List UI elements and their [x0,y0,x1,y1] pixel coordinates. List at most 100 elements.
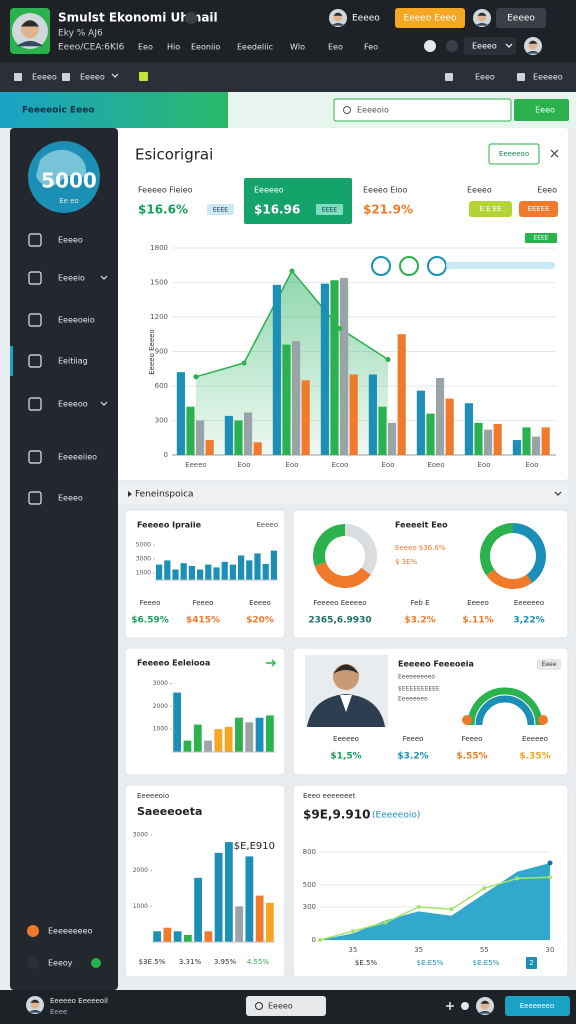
kpi-value: $16.6% [138,203,188,217]
avatar-hair [477,12,487,16]
donut-segment [480,523,514,576]
sidebar-footer-item[interactable]: Eeeoy [48,959,73,968]
dropdown[interactable] [464,37,516,55]
slider[interactable] [446,262,555,269]
kpi-label: Eeeeeo [254,186,284,195]
stat-value: $E.5% [355,959,378,967]
bar [180,563,187,580]
x-tick-label: Eoo [382,461,395,469]
bar [245,722,254,752]
photo-shirt [340,695,352,712]
menu-button[interactable] [496,8,546,28]
app-title: Smulst Ekonomi Uhmail [58,11,218,25]
nav-item[interactable]: Eeoniio [191,43,220,52]
badge [537,659,561,670]
toolbar-item[interactable]: Eeeeo [80,73,105,82]
footer-search[interactable] [246,996,326,1016]
toolbar-icon [62,73,70,81]
bar [186,406,195,455]
sidebar-item[interactable]: Eeeeoeio [58,316,95,325]
header-button[interactable] [395,8,465,28]
avatar-hair [528,40,538,44]
tag-label: EEEEE [527,205,549,213]
donut-segment [314,561,371,588]
bar [155,564,163,580]
x-tick-label: Eoo [526,461,539,469]
avatar-hair [30,999,40,1003]
sidebar-item[interactable]: Eeeeo [58,236,83,245]
stat-label: Eeeeo [249,599,271,607]
stat-value: $.11% [462,616,493,626]
y-tick-label: 3000 [136,556,151,563]
chart-control[interactable] [427,256,447,276]
card-title: Feeeeo Ipraiie [137,521,202,530]
bar [368,374,377,455]
bar [213,567,220,580]
y-tick-label: 0 [312,936,316,944]
x-tick-label: Eoo [286,461,299,469]
sidebar-item[interactable]: Eeeeoo [58,400,88,409]
expand-icon [128,491,132,497]
y-tick-label: 3000 [133,832,148,839]
card-title: Eeeeeoio [137,792,169,800]
stat-label: Eeeeeo [522,735,548,743]
sidebar-item[interactable]: Eeeeeiieo [58,453,97,462]
footer-button[interactable] [505,996,570,1016]
avatar-body [526,50,540,54]
kpi-tag [519,201,558,217]
kpi-badge [316,204,343,215]
nav-item[interactable]: Eeo [138,43,153,52]
plus-icon[interactable] [446,1002,454,1010]
nav-item[interactable]: Feo [364,43,378,52]
bar [270,550,278,580]
chevron-icon [554,491,562,496]
chevron-icon [100,401,108,406]
stat-value: $E.E5% [473,959,500,967]
toolbar-icon [517,73,525,81]
nav-item[interactable]: Wlo [290,43,305,52]
sidebar-item[interactable]: Eeeeio [58,274,85,283]
nav-item[interactable]: Eeo [328,43,343,52]
card-button[interactable] [488,143,540,165]
x-tick-label: Eoo [478,461,491,469]
card-action[interactable]: Eeeeo [256,521,278,529]
toolbar-item[interactable]: Eeeeeo [533,73,563,82]
icon[interactable] [446,40,458,52]
sidebar-footer-item[interactable]: Eeeeeeeeo [48,927,93,936]
card-subtitle: Saeeeoeta [137,805,202,818]
menu-icon [28,354,42,368]
bar [474,422,483,455]
sidebar-item[interactable]: Eeitiiag [58,357,88,366]
chart-control[interactable] [371,256,391,276]
toolbar-item[interactable]: Eeeo [475,73,495,82]
close-icon[interactable] [550,149,559,158]
bar [445,398,454,455]
search-icon [255,1002,263,1010]
icon[interactable] [424,40,436,52]
card-title: Eeeeeo Feeeoeia [398,660,474,669]
search-box[interactable] [333,98,512,122]
chart-control[interactable] [399,256,419,276]
line-point [416,905,421,909]
bar [493,423,502,455]
banner-button[interactable] [514,99,569,121]
nav-item[interactable]: Hio [167,43,180,52]
bar [253,442,262,455]
kpi-value: $21.9% [363,203,413,217]
status-dot [91,958,101,968]
icon[interactable] [461,1002,469,1010]
y-tick-label: 1000 [153,726,168,733]
stat-value: $20% [246,616,274,626]
sidebar-item[interactable]: Eeeeo [58,494,83,503]
badge-label: EEEE [213,207,228,214]
section-bar [118,484,568,504]
y-tick-label: 600 [155,382,168,390]
footer-name: Eeeeeo Eeeeeoil [50,997,108,1005]
toolbar-item[interactable]: Eeeeo [32,73,57,82]
search-icon[interactable] [185,12,197,24]
nav-item[interactable]: Eeedeliic [237,43,273,52]
line-point [482,886,487,891]
bar [235,717,243,752]
x-tick-label: 30 [546,946,555,954]
line-point [385,357,391,363]
